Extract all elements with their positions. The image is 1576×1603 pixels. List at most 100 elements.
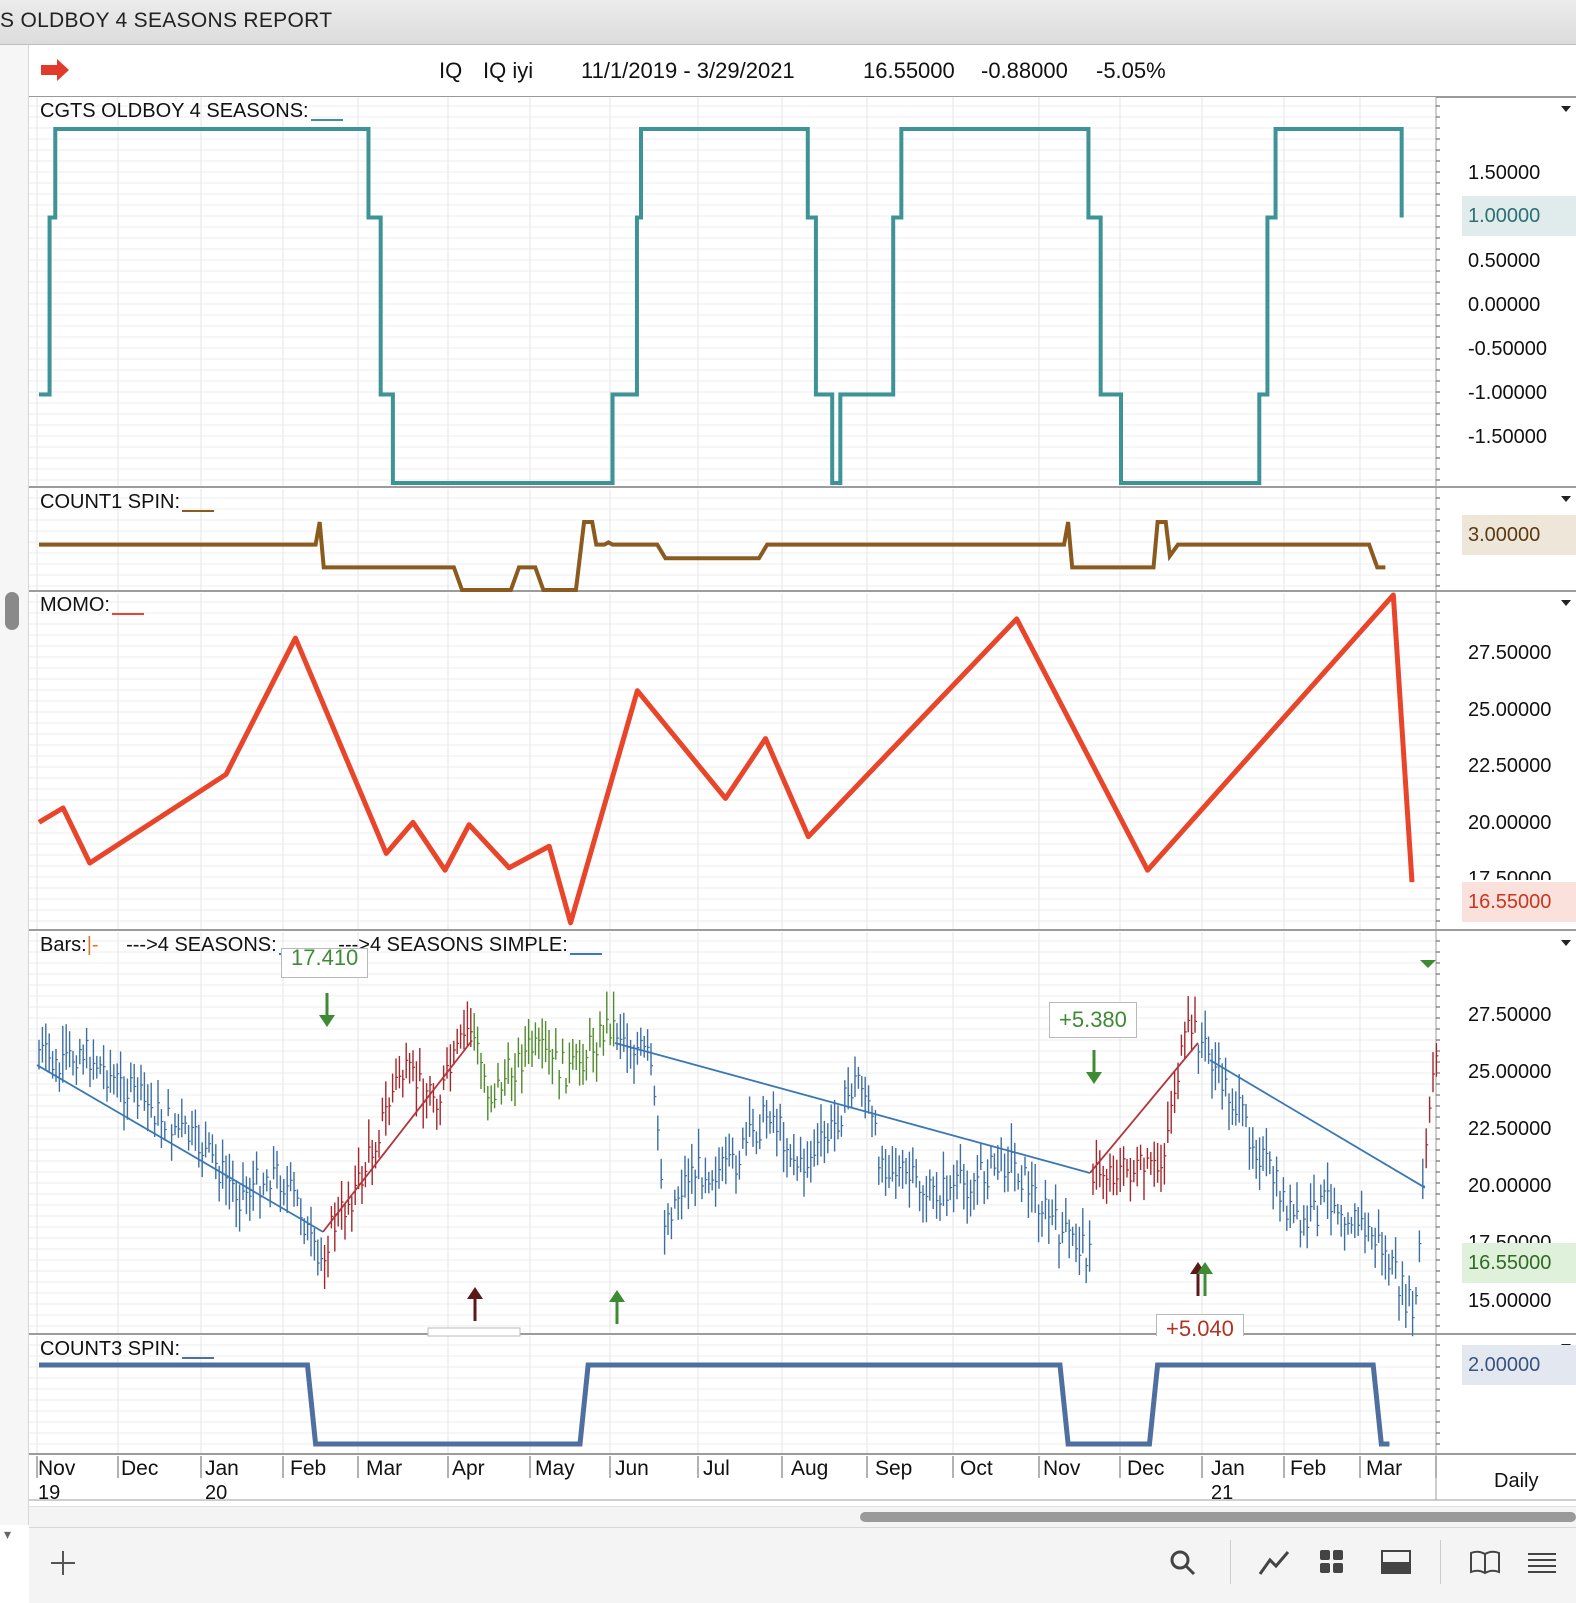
momo-legend-line: [112, 613, 144, 615]
count3-plot-area: [29, 1336, 1436, 1454]
seasons-value-badge: 1.00000: [1462, 196, 1576, 236]
month-label: Sep: [875, 1457, 913, 1480]
seasons-series-line: [39, 127, 1404, 485]
month-label: Aug: [791, 1457, 829, 1480]
symbol-code: IQ: [439, 58, 463, 83]
left-chevron-icon[interactable]: ▾: [4, 1526, 12, 1542]
momo-value-badge: 16.55000: [1462, 882, 1576, 922]
red-right-arrow-icon[interactable]: [41, 59, 71, 81]
book-icon[interactable]: [1468, 1548, 1502, 1576]
bars-panel-menu-icon[interactable]: [1561, 940, 1571, 946]
month-label: Feb: [290, 1457, 327, 1480]
left-sidebar: [0, 45, 29, 1525]
vertical-scrollbar[interactable]: [5, 592, 19, 630]
month-label: Jan: [205, 1457, 239, 1480]
momo-axis-label: 20.00000: [1468, 812, 1552, 834]
trend-line: [36, 1064, 324, 1233]
trend-line: [1209, 1059, 1426, 1189]
momo-plot-area: [29, 593, 1436, 930]
bars-label: Bars:: [40, 934, 87, 956]
last-price: 16.55000: [863, 58, 955, 83]
seasons-plot-area: [29, 97, 1436, 487]
four-seasons-label: --->4 SEASONS:: [126, 934, 277, 956]
year-label: 21: [1211, 1482, 1234, 1504]
seasons-panel-title: CGTS OLDBOY 4 SEASONS:: [40, 100, 343, 123]
month-label: Oct: [960, 1457, 993, 1480]
bottom-toolbar: [29, 1527, 1576, 1603]
momo-label: MOMO:: [40, 594, 110, 616]
count1-plot-area: [29, 489, 1436, 591]
month-label: Jun: [615, 1457, 649, 1480]
month-label: Mar: [1366, 1457, 1403, 1480]
bars-value-badge: 16.55000: [1462, 1243, 1576, 1283]
seasons-axis-label: 1.50000: [1468, 162, 1541, 184]
bars-axis-label: 22.50000: [1468, 1118, 1552, 1140]
seasons-axis-label: 0.50000: [1468, 250, 1541, 272]
month-label: May: [535, 1457, 575, 1480]
bars-axis-label: 17.50000: [1468, 1232, 1552, 1244]
trend-line: [322, 1039, 473, 1233]
count1-series-line: [39, 520, 1386, 592]
toolbar-separator: [1440, 1540, 1441, 1584]
add-icon[interactable]: [48, 1548, 78, 1578]
momo-panel-menu-icon[interactable]: [1561, 600, 1571, 606]
menu-icon[interactable]: [1526, 1548, 1558, 1576]
sell-arrow-icon: [1420, 960, 1436, 968]
sell-arrow-icon: [319, 1015, 335, 1027]
seasons-axis-label: -0.50000: [1468, 338, 1547, 360]
buy-arrow-icon: [609, 1290, 625, 1302]
month-label: Jan: [1211, 1457, 1245, 1480]
buy-arrow-icon: [467, 1287, 483, 1299]
panel-resize-tab: [427, 1327, 521, 1337]
momo-panel-title: MOMO:: [40, 594, 144, 617]
trade-label-2: +5.380: [1049, 1002, 1137, 1038]
price-bars-group: [38, 991, 1439, 1337]
bars-axis-label: 27.50000: [1468, 1004, 1552, 1026]
count1-label: COUNT1 SPIN:: [40, 491, 181, 513]
period-selector[interactable]: Daily: [1494, 1470, 1539, 1492]
count1-legend-line: [182, 510, 215, 512]
momo-axis-label: 17.50000: [1468, 868, 1552, 880]
count3-series-line: [39, 1362, 1390, 1447]
four-seasons-simple-legend-line: [569, 953, 602, 955]
year-label: 19: [38, 1482, 61, 1504]
bars-axis-label: 25.00000: [1468, 1061, 1552, 1083]
seasons-axis-label: -1.50000: [1468, 426, 1547, 448]
window-title: S OLDBOY 4 SEASONS REPORT: [0, 9, 333, 32]
momo-axis-label: 27.50000: [1468, 642, 1552, 664]
count3-value-badge: 2.00000: [1462, 1345, 1576, 1385]
buy-arrow-icon: [1197, 1262, 1213, 1274]
bars-marker: |-: [86, 934, 99, 956]
trend-line: [1089, 1042, 1199, 1174]
horizontal-scrollbar[interactable]: [860, 1512, 1576, 1522]
draw-line-icon[interactable]: [1258, 1548, 1290, 1578]
sell-arrow-icon: [1086, 1072, 1102, 1084]
year-label: 20: [205, 1482, 228, 1504]
bars-plot-area: [29, 932, 1436, 1334]
grid-icon[interactable]: [1318, 1548, 1346, 1576]
seasons-label: CGTS OLDBOY 4 SEASONS:: [40, 100, 309, 122]
month-label: Nov: [1043, 1457, 1081, 1480]
price-change: -0.88000: [981, 58, 1068, 83]
seasons-panel-menu-icon[interactable]: [1561, 106, 1571, 112]
momo-series-line: [37, 592, 1415, 926]
month-label: Dec: [121, 1457, 159, 1480]
zoom-icon[interactable]: [1168, 1548, 1198, 1578]
month-label: Feb: [1290, 1457, 1327, 1480]
seasons-axis-label: -1.00000: [1468, 382, 1547, 404]
count3-panel-title: COUNT3 SPIN:: [40, 1338, 215, 1361]
momo-axis-label: 25.00000: [1468, 699, 1552, 721]
percent-change: -5.05%: [1096, 58, 1166, 83]
toolbar-separator: [1230, 1540, 1231, 1584]
panel-icon[interactable]: [1380, 1548, 1412, 1576]
bars-axis-label: 15.00000: [1468, 1290, 1552, 1312]
bars-panel-title: Bars:|- --->4 SEASONS: --->4 SEASONS SIM…: [40, 934, 602, 957]
symbol-name: IQ iyi: [483, 58, 534, 83]
trade-label-3: +5.040: [1156, 1314, 1244, 1336]
count1-panel-menu-icon[interactable]: [1561, 496, 1571, 502]
count3-legend-line: [182, 1357, 215, 1359]
month-label: Jul: [703, 1457, 730, 1480]
trend-line: [614, 1042, 1091, 1174]
date-range: 11/1/2019 - 3/29/2021: [581, 58, 795, 83]
